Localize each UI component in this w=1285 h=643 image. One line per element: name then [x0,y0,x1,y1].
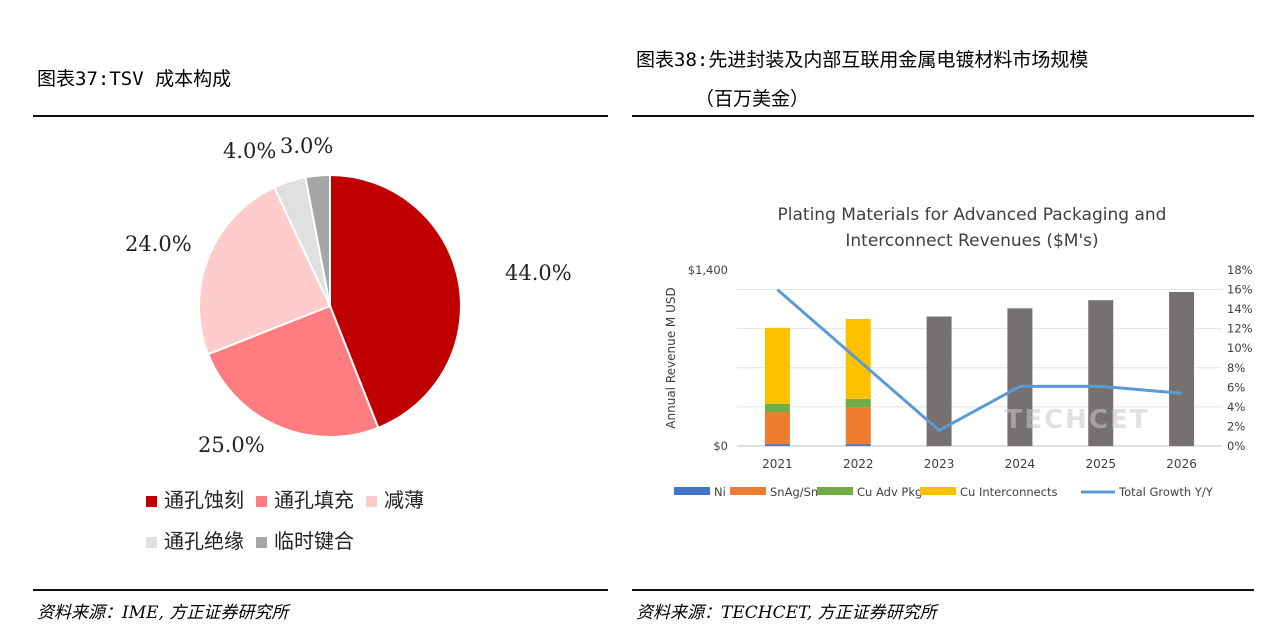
pie-slice [206,304,380,438]
y-axis-label: Annual Revenue M USD [664,287,678,428]
bar-segment [1007,308,1033,446]
legend-swatch [817,487,853,495]
legend-label: Cu Adv Pkg [857,485,922,499]
right-title-rule [632,115,1254,117]
top-edge [558,0,638,4]
pie-slice-label: 3.0% [280,134,333,158]
left-source: 资料来源：IME, 方正证券研究所 [37,603,289,623]
legend-swatch [920,487,956,495]
y2-tick-label: 2% [1227,419,1245,433]
pie-slice [304,173,331,307]
y2-tick-label: 4% [1227,400,1245,414]
y2-tick-label: 18% [1227,263,1253,277]
pie-slice [198,186,332,356]
x-tick-label: 2023 [924,457,955,471]
bar-segment [845,398,871,408]
legend-swatch [256,537,267,548]
growth-line [776,288,1182,432]
legend-label: 通孔蚀刻 [164,488,244,512]
chart-title: Plating Materials for Advanced Packaging… [778,205,1167,225]
bar-segment [764,327,790,404]
y-tick-label: $0 [713,439,728,453]
y2-tick-label: 0% [1227,439,1245,453]
bar-segment [1169,292,1195,446]
left-title-rule [33,115,608,117]
legend-swatch [674,487,710,495]
pie-slice-label: 44.0% [505,261,572,285]
bar-segment [764,444,790,446]
bar-segment [764,412,790,445]
legend-label: 减薄 [384,488,424,512]
y2-tick-label: 14% [1227,302,1253,316]
right-panel-title-unit: （百万美金） [695,88,810,110]
legend-swatch [366,496,377,507]
y2-tick-label: 6% [1227,380,1245,394]
legend-swatch [256,496,267,507]
x-tick-label: 2025 [1085,457,1116,471]
pie-slice-label: 25.0% [198,433,265,457]
legend-label: Cu Interconnects [960,485,1058,499]
bar-segment [845,407,871,445]
y-tick-label: $1,400 [688,263,728,277]
pie-slice [329,173,462,430]
x-tick-label: 2022 [843,457,874,471]
right-source: 资料来源：TECHCET, 方正证券研究所 [636,603,937,623]
x-tick-label: 2024 [1005,457,1036,471]
bar-segment [845,444,871,446]
y2-tick-label: 8% [1227,361,1245,375]
legend-swatch [146,537,157,548]
pie-slice-label: 24.0% [125,232,192,256]
bar-segment [1088,300,1114,446]
chart-title: Interconnect Revenues ($M's) [845,231,1098,251]
y2-tick-label: 12% [1227,322,1253,336]
bar-segment [764,403,790,413]
legend-label: 通孔填充 [274,488,354,512]
legend-label: 通孔绝缘 [164,529,244,553]
legend-label: Ni [714,485,726,499]
x-tick-label: 2021 [762,457,793,471]
x-tick-label: 2026 [1166,457,1197,471]
pie-slice-label: 4.0% [223,139,276,163]
right-source-rule [632,589,1254,591]
legend-swatch [146,496,157,507]
y2-tick-label: 10% [1227,341,1253,355]
plating-revenue-chart: Plating Materials for Advanced Packaging… [664,205,1253,499]
y2-tick-label: 16% [1227,283,1253,297]
techcet-watermark: TECHCET [1005,405,1150,435]
legend-label: 临时键合 [274,529,354,553]
right-panel-title: 图表38:先进封装及内部互联用金属电镀材料市场规模 [636,49,1089,71]
left-source-rule [33,589,608,591]
left-panel-title: 图表37:TSV 成本构成 [37,68,232,90]
legend-label: SnAg/Sn [770,485,818,499]
legend-label: Total Growth Y/Y [1118,485,1214,499]
legend-swatch [730,487,766,495]
